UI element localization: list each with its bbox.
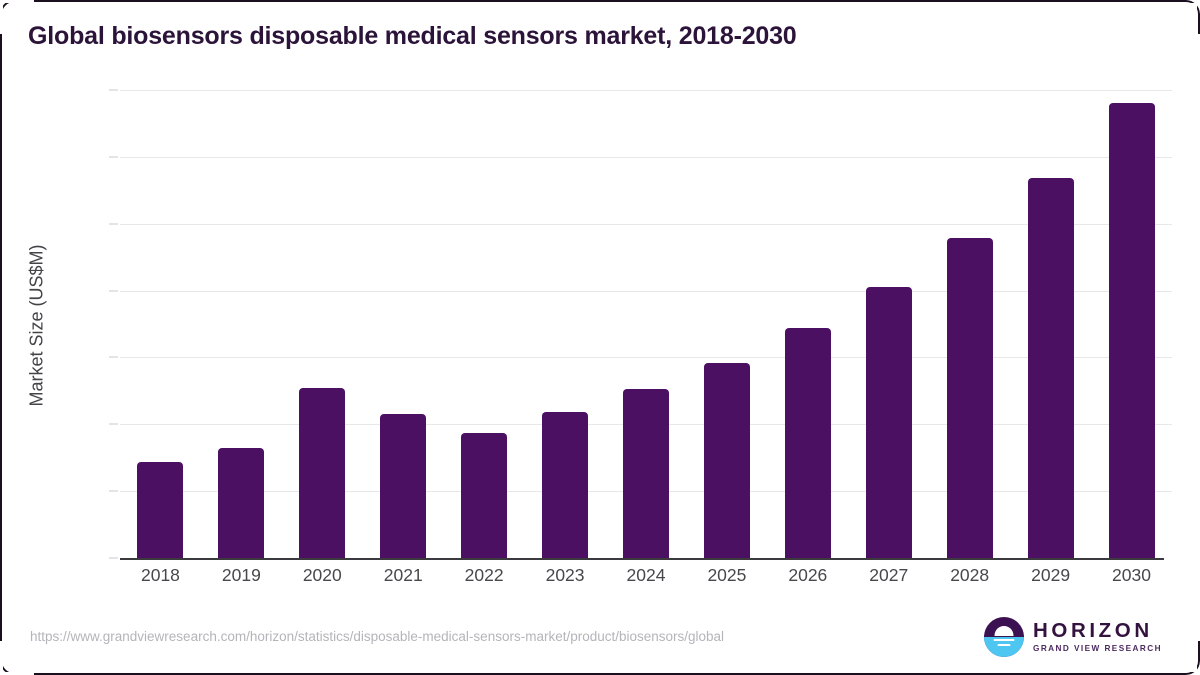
page-title: Global biosensors disposable medical sen… [28,22,797,50]
x-axis-tick-label-2024: 2024 [626,565,666,585]
logo-ray-1 [993,638,1015,641]
gridline [120,90,1172,91]
bar-slot [848,90,929,558]
x-axis-tick-label-2021: 2021 [383,565,423,585]
gridline [120,357,1172,359]
bar-slot [767,90,848,558]
bar-2020[interactable] [299,388,346,558]
logo-wordmark: HORIZON [1033,618,1153,642]
x-axis-tick-label-2027: 2027 [869,565,909,585]
bar-2027[interactable] [865,286,912,558]
y-axis-tick-mark [109,557,118,559]
logo-tagline: GRAND VIEW RESEARCH [1033,644,1162,654]
x-axis-tick-label-2023: 2023 [545,565,585,585]
y-axis-tick-mark [109,356,118,358]
x-axis-tick-label-2020: 2020 [302,565,342,585]
y-axis-title-label: Market Size (US$M) [26,243,47,407]
logo-sun-arc [994,626,1014,636]
bar-2022[interactable] [461,433,508,558]
bar-2023[interactable] [542,411,589,558]
bar-slot [1091,90,1172,558]
y-axis-tick-mark [109,423,118,425]
x-axis-tick-label-2022: 2022 [464,565,504,585]
bar-slot [1010,90,1091,558]
bar-series [120,90,1172,558]
x-axis-tick-labels: 2018 2019 2020 2021 2022 2023 2024 2025 2026 2027… [120,565,1172,595]
x-axis-tick-label-2025: 2025 [707,565,747,585]
bar-2030[interactable] [1108,103,1155,558]
bar-2029[interactable] [1027,178,1074,558]
bar-2021[interactable] [380,414,427,558]
source-url[interactable]: https://www.grandviewresearch.com/horizo… [30,629,725,644]
x-axis-baseline [120,558,1164,560]
bar-slot [120,90,201,558]
y-axis-tick-mark [109,223,118,225]
bar-slot [444,90,525,558]
y-axis-tick-mark [109,156,118,158]
logo-lower-half [984,637,1024,657]
bar-2026[interactable] [784,328,831,558]
x-axis-tick-label-2030: 2030 [1112,565,1151,585]
x-axis-tick-label-2028: 2028 [950,565,990,585]
horizon-sun-icon [984,617,1024,657]
y-axis-title: Market Size (US$M) [22,90,52,560]
bar-slot [282,90,363,558]
x-axis-tick-label-2026: 2026 [788,565,828,585]
y-axis-tick-mark [109,89,118,91]
bar-2019[interactable] [218,447,265,558]
y-axis-tick-mark [109,490,118,492]
bar-slot [201,90,282,558]
bar-slot [686,90,767,558]
horizon-logo[interactable]: HORIZON GRAND VIEW RESEARCH [984,617,1162,657]
plot-area: 02.5k5k7.5k10k12.5k15k17.5k [109,89,1172,560]
bar-slot [606,90,687,558]
x-axis-tick-label-2019: 2019 [221,565,261,585]
bar-2018[interactable] [137,461,184,558]
logo-ray-2 [997,643,1011,646]
bar-slot [929,90,1010,558]
bar-2024[interactable] [622,389,669,558]
logo-text: HORIZON GRAND VIEW RESEARCH [1033,618,1162,654]
x-axis-tick-label-2029: 2029 [1031,565,1071,585]
bar-slot [363,90,444,558]
bar-2025[interactable] [703,362,750,558]
x-axis-tick-label-2018: 2018 [140,565,180,585]
gridline [120,223,1172,225]
bar-slot [525,90,606,558]
gridline [120,156,1172,158]
bar-2028[interactable] [946,238,993,558]
gridline [120,290,1172,292]
y-axis-tick-mark [109,290,118,292]
